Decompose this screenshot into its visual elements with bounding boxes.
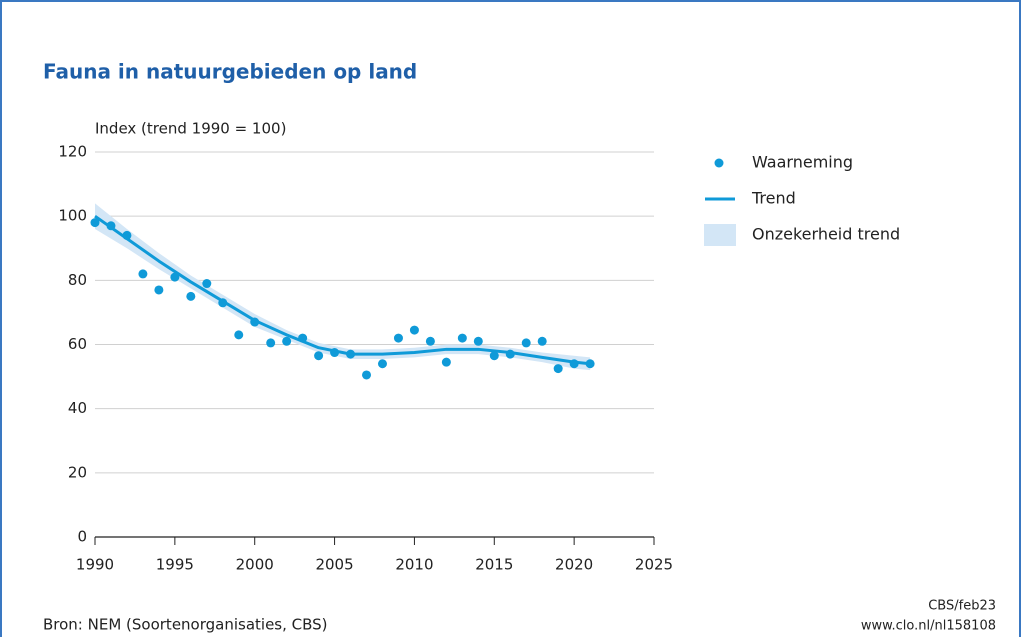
observation-dot (266, 338, 276, 348)
y-tick-label: 0 (77, 528, 87, 546)
observation-dot (505, 349, 515, 359)
observation-dot (553, 364, 563, 374)
observation-dot (393, 333, 403, 343)
y-tick-label: 60 (68, 335, 87, 353)
observation-dot (282, 336, 292, 346)
x-tick-label: 1990 (76, 556, 114, 574)
observation-dot (441, 357, 451, 367)
trend-line (94, 214, 591, 366)
observation-dot (346, 349, 356, 359)
x-tick-label: 1995 (156, 556, 194, 574)
observation-dot (202, 279, 212, 289)
observation-dot (186, 291, 196, 301)
observation-dot (489, 351, 499, 361)
observation-dot (521, 338, 531, 348)
x-tick-label: 2000 (236, 556, 274, 574)
legend-band (704, 224, 736, 246)
observation-dot (362, 370, 372, 380)
observation-dot (234, 330, 244, 340)
url: www.clo.nl/nl158108 (861, 619, 996, 634)
legend-label: Trend (751, 189, 796, 208)
y-tick-label: 100 (58, 207, 87, 225)
x-tick-label: 2015 (475, 556, 513, 574)
observation-dot (330, 348, 340, 358)
observation-dot (106, 221, 116, 231)
x-tick-label: 2005 (315, 556, 353, 574)
y-tick-label: 20 (68, 463, 87, 481)
y-axis-label: Index (trend 1990 = 100) (95, 120, 286, 138)
observation-dot (314, 351, 324, 361)
y-tick-label: 120 (58, 143, 87, 161)
credit: CBS/feb23 (928, 599, 996, 614)
observation-dot (457, 333, 467, 343)
source: Bron: NEM (Soortenorganisaties, CBS) (43, 616, 328, 634)
legend-label: Waarneming (752, 153, 853, 172)
observation-dot (170, 272, 180, 282)
observation-dot (377, 359, 387, 369)
observation-dot (537, 336, 547, 346)
x-tick-label: 2010 (395, 556, 433, 574)
x-tick-label: 2025 (635, 556, 673, 574)
observation-dot (409, 325, 419, 335)
legend-dot (714, 158, 724, 168)
x-tick-label: 2020 (555, 556, 593, 574)
observation-dot (585, 359, 595, 369)
observation-dot (90, 218, 100, 228)
observation-dot (218, 298, 228, 308)
observation-dot (425, 336, 435, 346)
observation-dot (250, 317, 260, 327)
observation-dot (473, 336, 483, 346)
y-tick-label: 40 (68, 399, 87, 417)
observation-dot (122, 230, 132, 240)
chart-title: Fauna in natuurgebieden op land (43, 60, 417, 84)
observation-dot (569, 359, 579, 369)
observation-dot (138, 269, 148, 279)
uncertainty-band (95, 203, 591, 371)
observation-dot (154, 285, 164, 295)
legend-label: Onzekerheid trend (752, 225, 900, 244)
observation-dot (298, 333, 308, 343)
y-tick-label: 80 (68, 271, 87, 289)
